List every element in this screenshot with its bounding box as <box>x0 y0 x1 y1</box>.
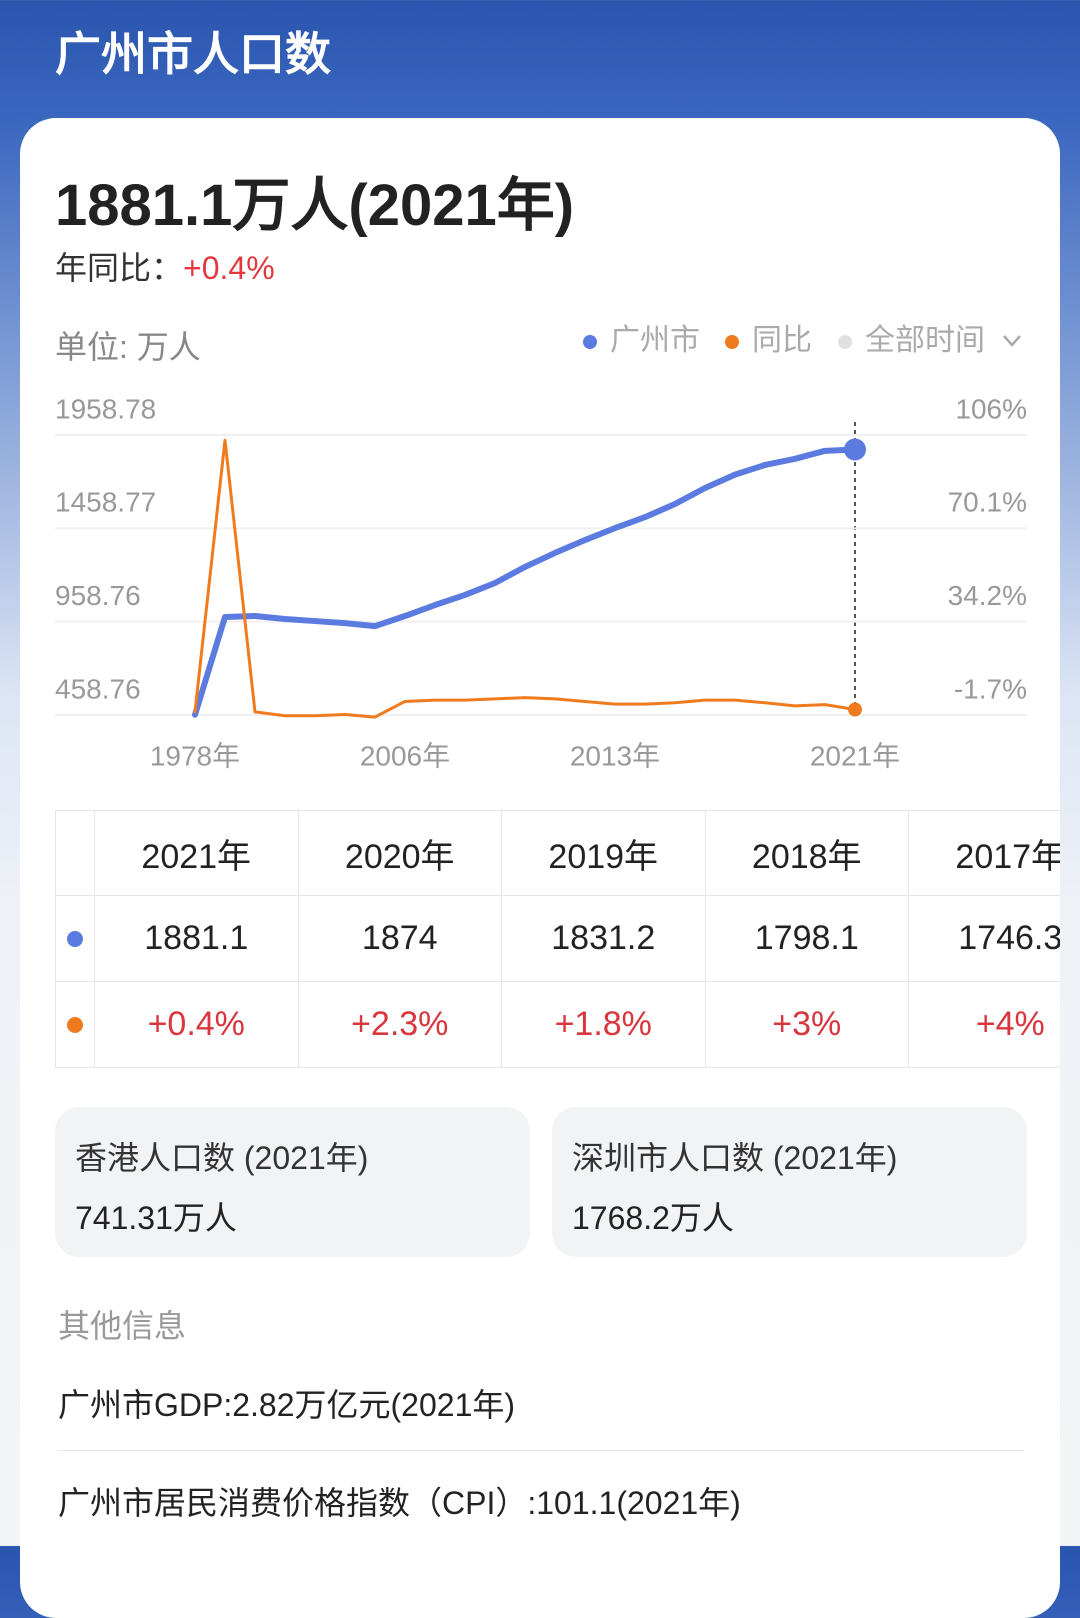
y-tick-label: 1458.77 <box>55 487 156 518</box>
x-tick-label: 2006年 <box>360 740 450 771</box>
table-header: 2018年 <box>705 810 909 896</box>
card-value: 1768.2万人 <box>572 1200 734 1236</box>
chart: 全部时间 458.76 958.76 1458.77 1958.78 -1.7% 34.2… <box>55 324 1027 771</box>
x-tick-label: 2013年 <box>570 740 660 771</box>
y2-tick-label: 34.2% <box>948 580 1027 611</box>
table-cell: 1874 <box>298 896 502 982</box>
table-corner <box>55 810 95 896</box>
unit-label: 单位: 万人 <box>55 329 201 365</box>
end-point <box>844 438 866 461</box>
chevron[interactable] <box>1003 335 1021 347</box>
data-table: 2021年 2020年 2019年 2018年 2017年 1881.1 1874 1831.… <box>55 810 1060 1070</box>
info-item[interactable]: 广州市居民消费价格指数（CPI）:101.1(2021年) <box>58 1485 741 1521</box>
legend-label: 广州市 <box>610 324 700 357</box>
range-selector[interactable]: 全部时间 <box>865 324 985 357</box>
yoy-label: 年同比： <box>55 250 184 286</box>
y2-tick-label: -1.7% <box>954 673 1027 704</box>
headline: 1881.1万人(2021年) <box>55 173 575 238</box>
table-cell: 1798.1 <box>705 896 909 982</box>
table-cell: 1881.1 <box>95 896 299 982</box>
legend-dot <box>583 335 597 349</box>
table-cell: +2.3% <box>298 982 502 1068</box>
table-header: 2020年 <box>298 810 502 896</box>
info-item[interactable]: 广州市GDP:2.82万亿元(2021年) <box>58 1387 516 1423</box>
y2-tick-label: 70.1% <box>948 487 1027 518</box>
card-title: 香港人口数 (2021年) <box>75 1140 369 1176</box>
table-cell: +3% <box>705 982 909 1068</box>
page: {"header": {"title": "广州市人口数"}, "summary… <box>0 0 1080 1546</box>
related-card[interactable]: 深圳市人口数 (2021年) 1768.2万人 <box>552 1107 1027 1257</box>
range-dot <box>838 335 852 349</box>
y-tick-label: 458.76 <box>55 673 141 704</box>
table-header: 2019年 <box>502 810 706 896</box>
divider <box>58 1450 1024 1451</box>
yoy-value: +0.4% <box>183 250 275 286</box>
series-line <box>192 446 858 718</box>
card-title: 深圳市人口数 (2021年) <box>572 1140 898 1176</box>
legend-dot <box>725 335 739 349</box>
y-tick-label: 1958.78 <box>55 393 156 424</box>
table-cell: 1746.3 <box>909 896 1060 982</box>
row-legend <box>55 896 95 982</box>
table-cell: +4% <box>909 982 1060 1068</box>
row-legend <box>55 982 95 1068</box>
table-header: 2021年 <box>95 810 299 896</box>
y-tick-label: 958.76 <box>55 580 141 611</box>
y2-tick-label: 106% <box>955 393 1027 424</box>
series-dot <box>67 1016 83 1033</box>
table-cell: 1831.2 <box>502 896 706 982</box>
series-dot <box>67 930 83 947</box>
table-header: 2017年 <box>909 810 1060 896</box>
x-tick-label: 2021年 <box>810 740 900 771</box>
card-value: 741.31万人 <box>75 1200 237 1236</box>
end-point <box>848 702 862 717</box>
page-title: 广州市人口数 <box>55 28 331 80</box>
legend-label: 同比 <box>752 324 812 357</box>
series-line <box>193 438 857 719</box>
main-card <box>20 118 1060 1618</box>
table-cell: +1.8% <box>502 982 706 1068</box>
yoy: 年同比：+0.4% <box>55 243 275 289</box>
other-info-title: 其他信息 <box>58 1308 187 1344</box>
x-tick-label: 1978年 <box>150 740 240 771</box>
table-cell: +0.4% <box>95 982 299 1068</box>
related-card[interactable]: 香港人口数 (2021年) 741.31万人 <box>55 1107 530 1257</box>
